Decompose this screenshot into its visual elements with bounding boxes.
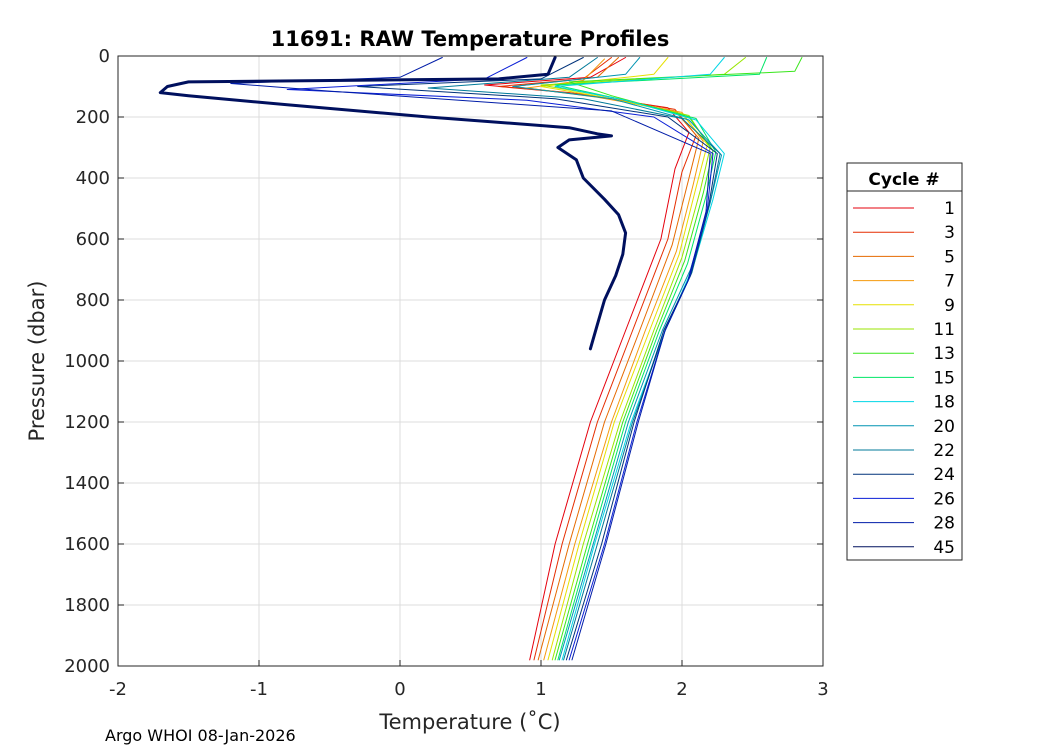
- series-line-cycle-24: [357, 57, 718, 661]
- y-tick-label: 0: [99, 46, 110, 67]
- x-axis-label: Temperature (˚C): [378, 710, 560, 734]
- x-tick-label: 0: [394, 679, 405, 700]
- y-tick-label: 200: [76, 107, 110, 128]
- legend-label-cycle-26: 26: [933, 489, 955, 509]
- plot-area: -2 -1 0 1 2 3 0 200 400 600 800 1000 1200 1400 1600 180…: [64, 46, 829, 700]
- legend-label-cycle-11: 11: [933, 320, 955, 340]
- series-line-cycle-20: [512, 57, 722, 661]
- series-line-cycle-11: [540, 57, 746, 661]
- y-axis-label: Pressure (dbar): [25, 281, 49, 442]
- y-tick-label: 1600: [64, 534, 110, 555]
- legend-label-cycle-15: 15: [933, 368, 955, 388]
- y-tick-label: 1200: [64, 412, 110, 433]
- y-tick-label: 400: [76, 168, 110, 189]
- series-line-cycle-22: [427, 57, 721, 661]
- chart-title: 11691: RAW Temperature Profiles: [271, 27, 670, 51]
- x-tick-label: 1: [535, 679, 546, 700]
- y-tick-label: 1800: [64, 595, 110, 616]
- legend-box: [846, 162, 963, 561]
- y-tick-label: 800: [76, 290, 110, 311]
- footer-credit: Argo WHOI 08-Jan-2026: [105, 726, 296, 745]
- legend-title: Cycle #: [868, 170, 939, 190]
- x-tick-label: -1: [250, 679, 268, 700]
- ticks: -2 -1 0 1 2 3 0 200 400 600 800 1000 1200 1400 1600 180…: [64, 46, 829, 700]
- series-line-cycle-3: [498, 57, 697, 661]
- legend-label-cycle-5: 5: [944, 247, 955, 267]
- series-line-cycle-18: [554, 57, 725, 661]
- y-tick-label: 1400: [64, 473, 110, 494]
- legend-label-cycle-24: 24: [933, 465, 955, 485]
- series-line-cycle-45: [158, 56, 628, 351]
- series-line-cycle-13: [554, 57, 803, 661]
- series-lines: [158, 56, 803, 661]
- x-tick-label: 2: [676, 679, 687, 700]
- legend-label-cycle-20: 20: [933, 417, 955, 437]
- legend-label-cycle-45: 45: [933, 538, 955, 558]
- legend-label-cycle-7: 7: [944, 272, 955, 292]
- legend-label-cycle-22: 22: [933, 441, 955, 461]
- legend-label-cycle-18: 18: [933, 393, 955, 413]
- legend-label-cycle-13: 13: [933, 344, 955, 364]
- x-tick-label: -2: [109, 679, 127, 700]
- legend-label-cycle-9: 9: [944, 296, 955, 316]
- y-tick-label: 600: [76, 229, 110, 250]
- x-tick-label: 3: [817, 679, 828, 700]
- legend-label-cycle-28: 28: [933, 514, 955, 534]
- series-line-cycle-1: [484, 57, 690, 661]
- y-tick-label: 2000: [64, 656, 110, 677]
- series-line-cycle-26: [286, 57, 714, 661]
- legend-label-cycle-3: 3: [944, 223, 955, 243]
- legend-label-cycle-1: 1: [944, 199, 955, 219]
- series-line-cycle-7: [526, 58, 704, 661]
- y-tick-label: 1000: [64, 351, 110, 372]
